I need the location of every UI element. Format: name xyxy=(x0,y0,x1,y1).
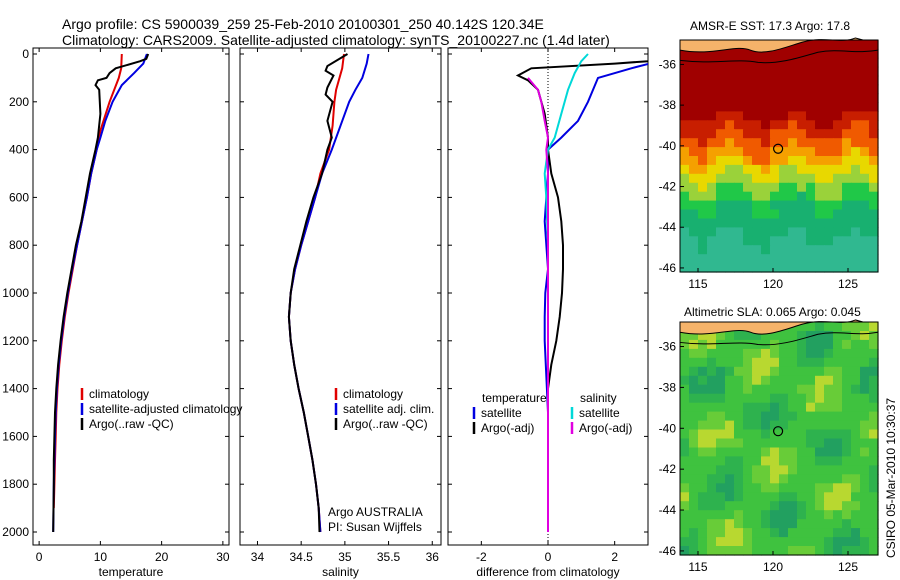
series-line xyxy=(543,53,589,532)
x-tick-label: 20 xyxy=(155,550,169,564)
series-group-difference xyxy=(515,53,648,532)
sla-field xyxy=(680,322,879,556)
x-tick-label: 0 xyxy=(36,550,43,564)
sst-map-title: AMSR-E SST: 17.3 Argo: 17.8 xyxy=(690,19,851,33)
x-tick-label: 10 xyxy=(94,550,108,564)
map-lat-label: -38 xyxy=(659,380,677,394)
legend-label: Argo(-adj) xyxy=(481,421,534,435)
climatology-title: Climatology: CARS2009. Satellite-adjuste… xyxy=(62,32,610,48)
series-line xyxy=(287,53,349,533)
map-lat-label: -44 xyxy=(659,220,677,234)
legend-label: satellite-adjusted climatology xyxy=(89,402,242,416)
series-group-salinity xyxy=(287,53,370,533)
y-tick-label: 1200 xyxy=(2,334,29,348)
x-tick-label: 35 xyxy=(338,550,352,564)
y-tick-label: 600 xyxy=(9,190,29,204)
x-tick-label: 30 xyxy=(216,550,230,564)
map-lat-label: -40 xyxy=(659,421,677,435)
x-tick-label: 36 xyxy=(426,550,440,564)
x-tick-label: 34.5 xyxy=(289,550,313,564)
bathymetry-contour xyxy=(679,49,879,64)
map-lat-label: -46 xyxy=(659,544,677,558)
panel-frame-salinity xyxy=(239,47,442,546)
float-position-marker xyxy=(772,426,784,437)
map-lat-label: -42 xyxy=(659,462,677,476)
x-tick-label: 35.5 xyxy=(377,550,401,564)
map-lon-label: 115 xyxy=(688,277,707,291)
y-tick-label: 200 xyxy=(9,95,29,109)
x-tick-label: -2 xyxy=(476,550,487,564)
series-line xyxy=(515,60,648,532)
y-tick-label: 2000 xyxy=(2,525,29,539)
y-tick-label: 1800 xyxy=(2,477,29,491)
x-tick-label: 0 xyxy=(545,550,552,564)
y-tick-label: 1600 xyxy=(2,429,29,443)
legend-label: climatology xyxy=(343,387,403,401)
map-lon-label: 125 xyxy=(838,560,858,574)
sla-map-title: Altimetric SLA: 0.065 Argo: 0.045 xyxy=(684,305,861,319)
legend-label: satellite xyxy=(579,406,620,420)
float-position-marker xyxy=(772,143,784,154)
y-tick-label: 1000 xyxy=(2,286,29,300)
y-tick-label: 1400 xyxy=(2,382,29,396)
map-lat-label: -38 xyxy=(659,98,677,112)
series-line xyxy=(543,62,648,532)
legend-label: Argo(..raw -QC) xyxy=(89,417,174,431)
x-tick-label: 34 xyxy=(251,550,265,564)
map-lon-label: 120 xyxy=(763,277,783,291)
x-axis-label: difference from climatology xyxy=(476,565,619,579)
bathymetry-contour xyxy=(679,331,879,346)
sst-map-frame xyxy=(679,39,879,273)
legend-label: satellite adj. clim. xyxy=(343,402,434,416)
sla-map-frame xyxy=(679,321,879,556)
annotation-text: Argo AUSTRALIA xyxy=(328,505,423,519)
y-tick-label: 400 xyxy=(9,143,29,157)
map-lat-label: -40 xyxy=(659,139,677,153)
legend-label: climatology xyxy=(89,387,149,401)
legend-label: Argo(..raw -QC) xyxy=(343,417,428,431)
profile-title: Argo profile: CS 5900039_259 25-Feb-2010… xyxy=(62,16,544,32)
x-axis-label: temperature xyxy=(99,565,164,579)
map-lon-label: 125 xyxy=(838,277,858,291)
map-lon-label: 115 xyxy=(688,560,707,574)
map-lat-label: -46 xyxy=(659,261,677,275)
map-lon-label: 120 xyxy=(763,560,783,574)
x-axis-label: salinity xyxy=(322,565,359,579)
annotation-text: PI: Susan Wijffels xyxy=(328,520,422,534)
legend-label: satellite xyxy=(481,406,522,420)
y-tick-label: 800 xyxy=(9,238,29,252)
x-tick-label: 2 xyxy=(611,550,618,564)
map-lat-label: -42 xyxy=(659,180,677,194)
series-line xyxy=(527,77,550,532)
series-group-temperature xyxy=(52,53,150,533)
map-lat-label: -36 xyxy=(659,57,677,71)
map-lat-label: -36 xyxy=(659,340,677,354)
legend-label: Argo(-adj) xyxy=(579,421,632,435)
legend-heading: salinity xyxy=(580,391,617,405)
series-line xyxy=(52,53,123,509)
series-line xyxy=(52,53,150,533)
sst-field xyxy=(680,40,879,273)
series-line xyxy=(287,53,345,533)
y-tick-label: 0 xyxy=(22,47,29,61)
map-lat-label: -44 xyxy=(659,503,677,517)
panel-frame-temperature xyxy=(32,47,230,546)
legend-heading: temperature xyxy=(482,391,547,405)
